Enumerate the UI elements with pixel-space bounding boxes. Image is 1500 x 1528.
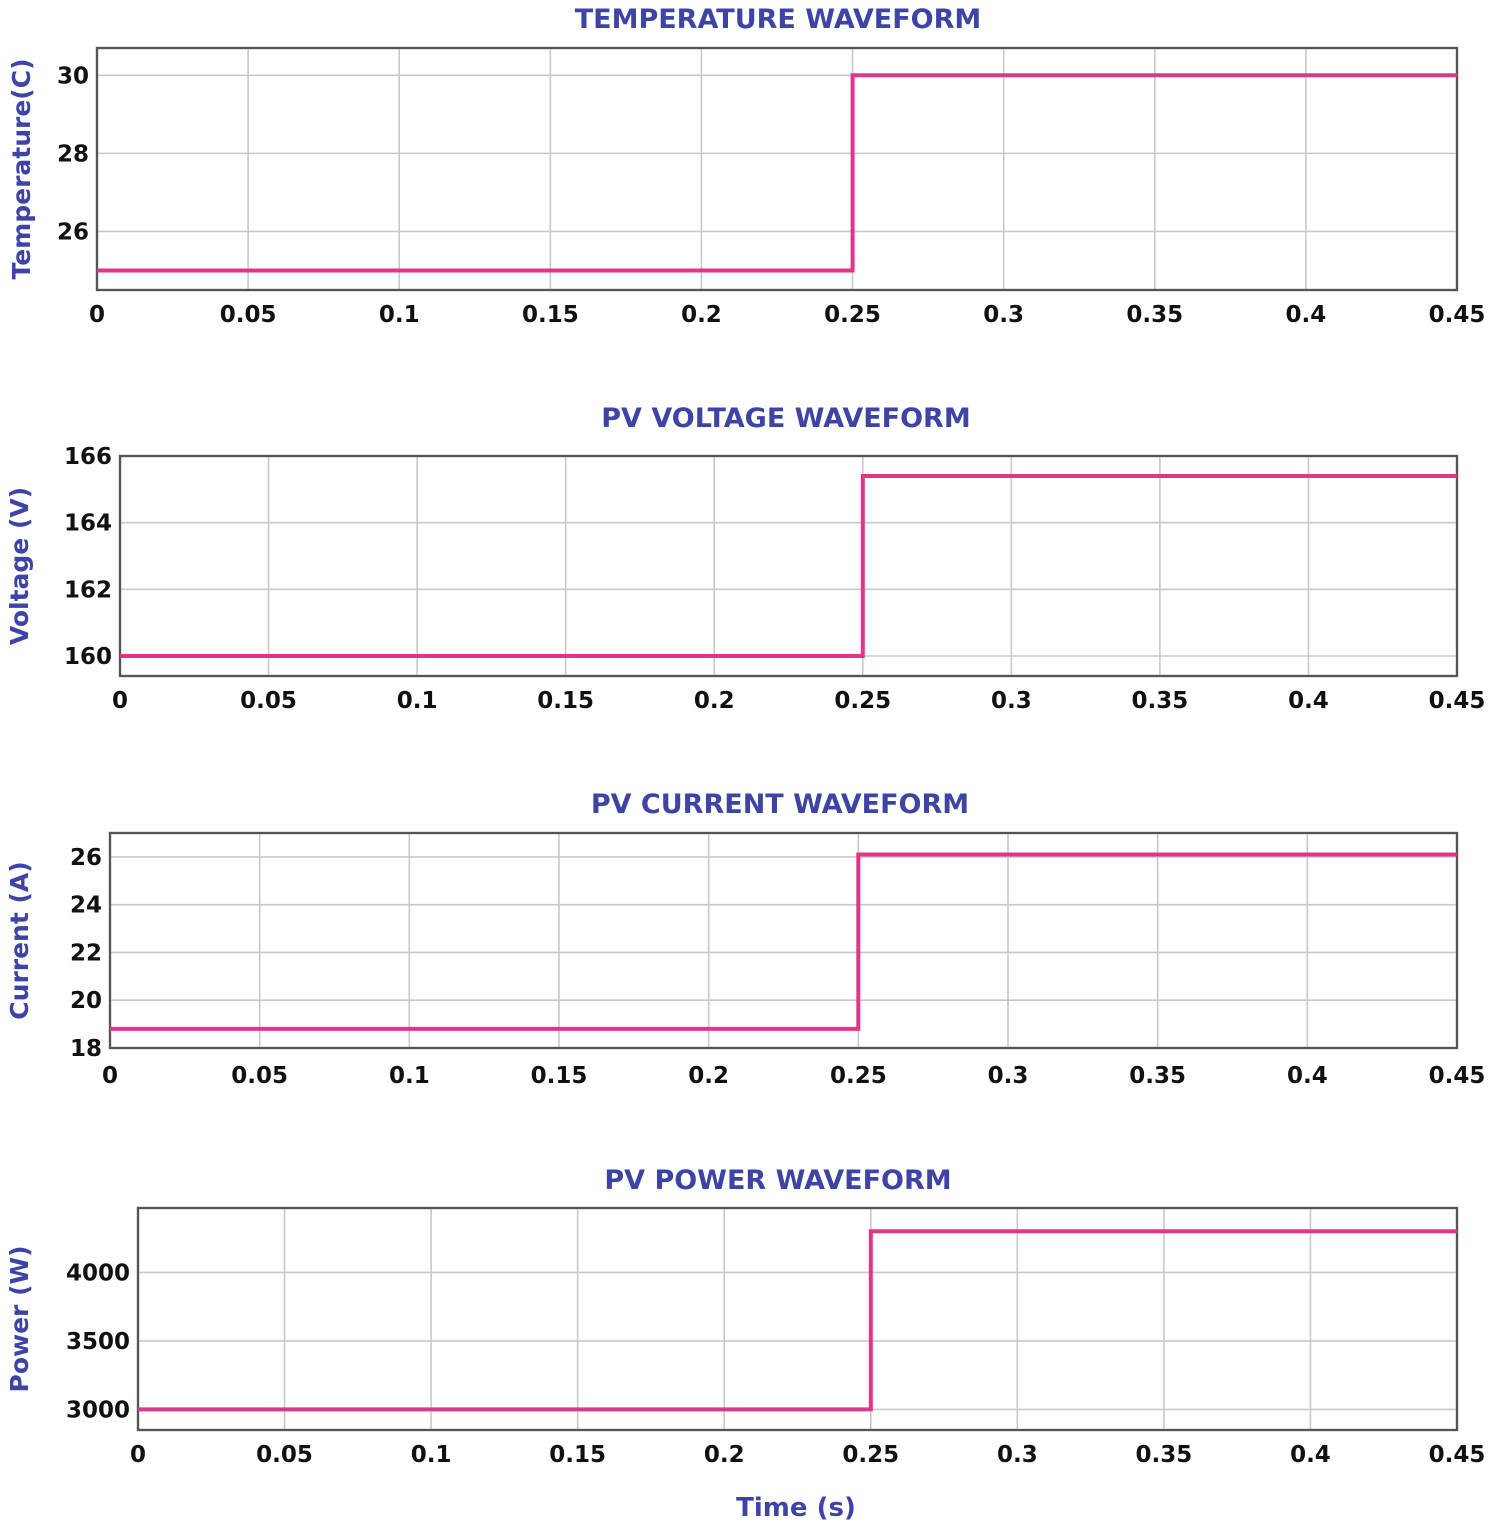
- y-tick-label: 162: [64, 577, 112, 603]
- x-tick-label: 0.1: [389, 1063, 430, 1089]
- y-tick-label: 30: [57, 63, 89, 89]
- x-tick-label: 0: [112, 688, 128, 714]
- x-tick-label: 0.4: [1287, 1063, 1328, 1089]
- series-line: [120, 474, 1457, 658]
- x-tick-label: 0.15: [537, 688, 594, 714]
- x-tick-label: 0.25: [824, 302, 881, 328]
- x-axis-label: Time (s): [736, 1493, 856, 1523]
- x-tick-label: 0.05: [240, 688, 297, 714]
- x-tick-label: 0.2: [681, 302, 722, 328]
- x-tick-label: 0.15: [549, 1442, 606, 1468]
- y-axis-label: Temperature(C): [7, 58, 36, 279]
- x-tick-label: 0.35: [1129, 1063, 1186, 1089]
- plot-frame: [95, 46, 1459, 292]
- x-tick-label: 0.15: [531, 1063, 588, 1089]
- x-tick-label: 0.15: [522, 302, 579, 328]
- x-tick-label: 0.25: [834, 688, 891, 714]
- x-tick-label: 0: [102, 1063, 118, 1089]
- x-tick-label: 0: [89, 302, 105, 328]
- x-tick-label: 0.3: [983, 302, 1024, 328]
- y-tick-label: 3500: [66, 1329, 130, 1355]
- plot-area-1: [95, 46, 1459, 292]
- plot-frame: [136, 1206, 1459, 1432]
- y-tick-label: 3000: [66, 1397, 130, 1423]
- y-axis-label: Current (A): [5, 861, 34, 1019]
- x-tick-label: 0.2: [694, 688, 735, 714]
- x-tick-label: 0.4: [1286, 302, 1327, 328]
- y-tick-label: 28: [57, 141, 89, 167]
- x-tick-label: 0.2: [704, 1442, 745, 1468]
- plot-frame: [108, 831, 1459, 1050]
- y-tick-label: 18: [70, 1036, 102, 1062]
- x-tick-label: 0.25: [830, 1063, 887, 1089]
- plot-area-2: [118, 454, 1459, 678]
- y-tick-label: 26: [70, 845, 102, 871]
- series-line: [138, 1229, 1457, 1412]
- y-tick-label: 4000: [66, 1260, 130, 1286]
- x-tick-label: 0.3: [988, 1063, 1029, 1089]
- y-tick-label: 164: [64, 511, 112, 537]
- y-tick-label: 166: [64, 444, 112, 470]
- y-tick-label: 26: [57, 219, 89, 245]
- chart-title: PV VOLTAGE WAVEFORM: [601, 403, 970, 434]
- x-tick-label: 0.05: [220, 302, 277, 328]
- x-tick-label: 0.2: [688, 1063, 729, 1089]
- y-axis-label: Voltage (V): [5, 487, 34, 645]
- y-tick-label: 160: [64, 644, 112, 670]
- plot-area-4: [136, 1206, 1459, 1432]
- x-tick-label: 0.05: [256, 1442, 313, 1468]
- x-tick-label: 0.45: [1429, 302, 1486, 328]
- x-tick-label: 0.45: [1429, 1063, 1486, 1089]
- x-tick-label: 0.1: [379, 302, 420, 328]
- plot-area-3: [108, 831, 1459, 1050]
- y-tick-label: 24: [70, 893, 102, 919]
- series-line: [110, 852, 1457, 1031]
- chart-title: PV POWER WAVEFORM: [604, 1165, 951, 1196]
- x-tick-label: 0.45: [1429, 688, 1486, 714]
- y-axis-label: Power (W): [5, 1245, 34, 1392]
- y-tick-label: 22: [70, 940, 102, 966]
- x-tick-label: 0.05: [231, 1063, 288, 1089]
- x-tick-label: 0.3: [991, 688, 1032, 714]
- x-tick-label: 0.35: [1126, 302, 1183, 328]
- x-tick-label: 0.3: [997, 1442, 1038, 1468]
- x-tick-label: 0.4: [1288, 688, 1329, 714]
- x-tick-label: 0.1: [397, 688, 438, 714]
- x-tick-label: 0.25: [842, 1442, 899, 1468]
- series-line: [97, 73, 1457, 273]
- x-tick-label: 0.35: [1132, 688, 1189, 714]
- y-tick-label: 20: [70, 988, 102, 1014]
- x-tick-label: 0.4: [1290, 1442, 1331, 1468]
- chart-title: TEMPERATURE WAVEFORM: [575, 4, 982, 35]
- x-tick-label: 0.35: [1136, 1442, 1193, 1468]
- x-tick-label: 0: [130, 1442, 146, 1468]
- x-tick-label: 0.45: [1429, 1442, 1486, 1468]
- plot-frame: [118, 454, 1459, 678]
- x-tick-label: 0.1: [411, 1442, 452, 1468]
- chart-title: PV CURRENT WAVEFORM: [591, 789, 969, 820]
